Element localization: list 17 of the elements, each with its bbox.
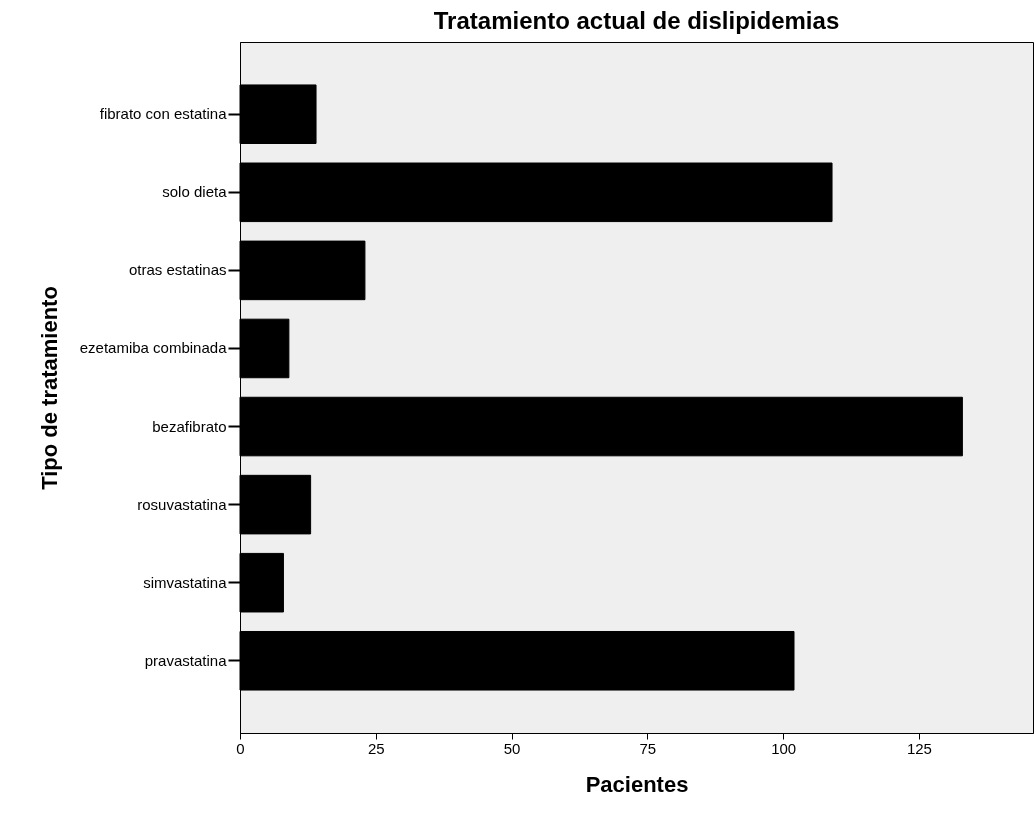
chart-title: Tratamiento actual de dislipidemias [433,7,840,34]
y-tick-label: solo dieta [162,183,228,201]
y-axis-title: Tipo de tratamiento [36,286,62,490]
y-tick-label: otras estatinas [128,261,227,279]
y-tick-label: ezetamiba combinada [79,339,228,357]
x-tick-label: 75 [639,739,657,757]
x-tick-label: 100 [771,739,797,757]
x-tick-label: 50 [503,739,521,757]
y-tick-label: simvastatina [143,573,228,591]
x-tick-label: 125 [906,739,932,757]
y-tick-label: bezafibrato [152,417,227,435]
x-tick-label: 25 [367,739,385,757]
x-axis-title: Pacientes [585,771,689,797]
y-tick-label: fibrato con estatina [99,105,228,123]
y-tick-label: rosuvastatina [137,495,228,513]
x-tick-label: 0 [236,739,245,757]
y-tick-label: pravastatina [144,651,228,669]
